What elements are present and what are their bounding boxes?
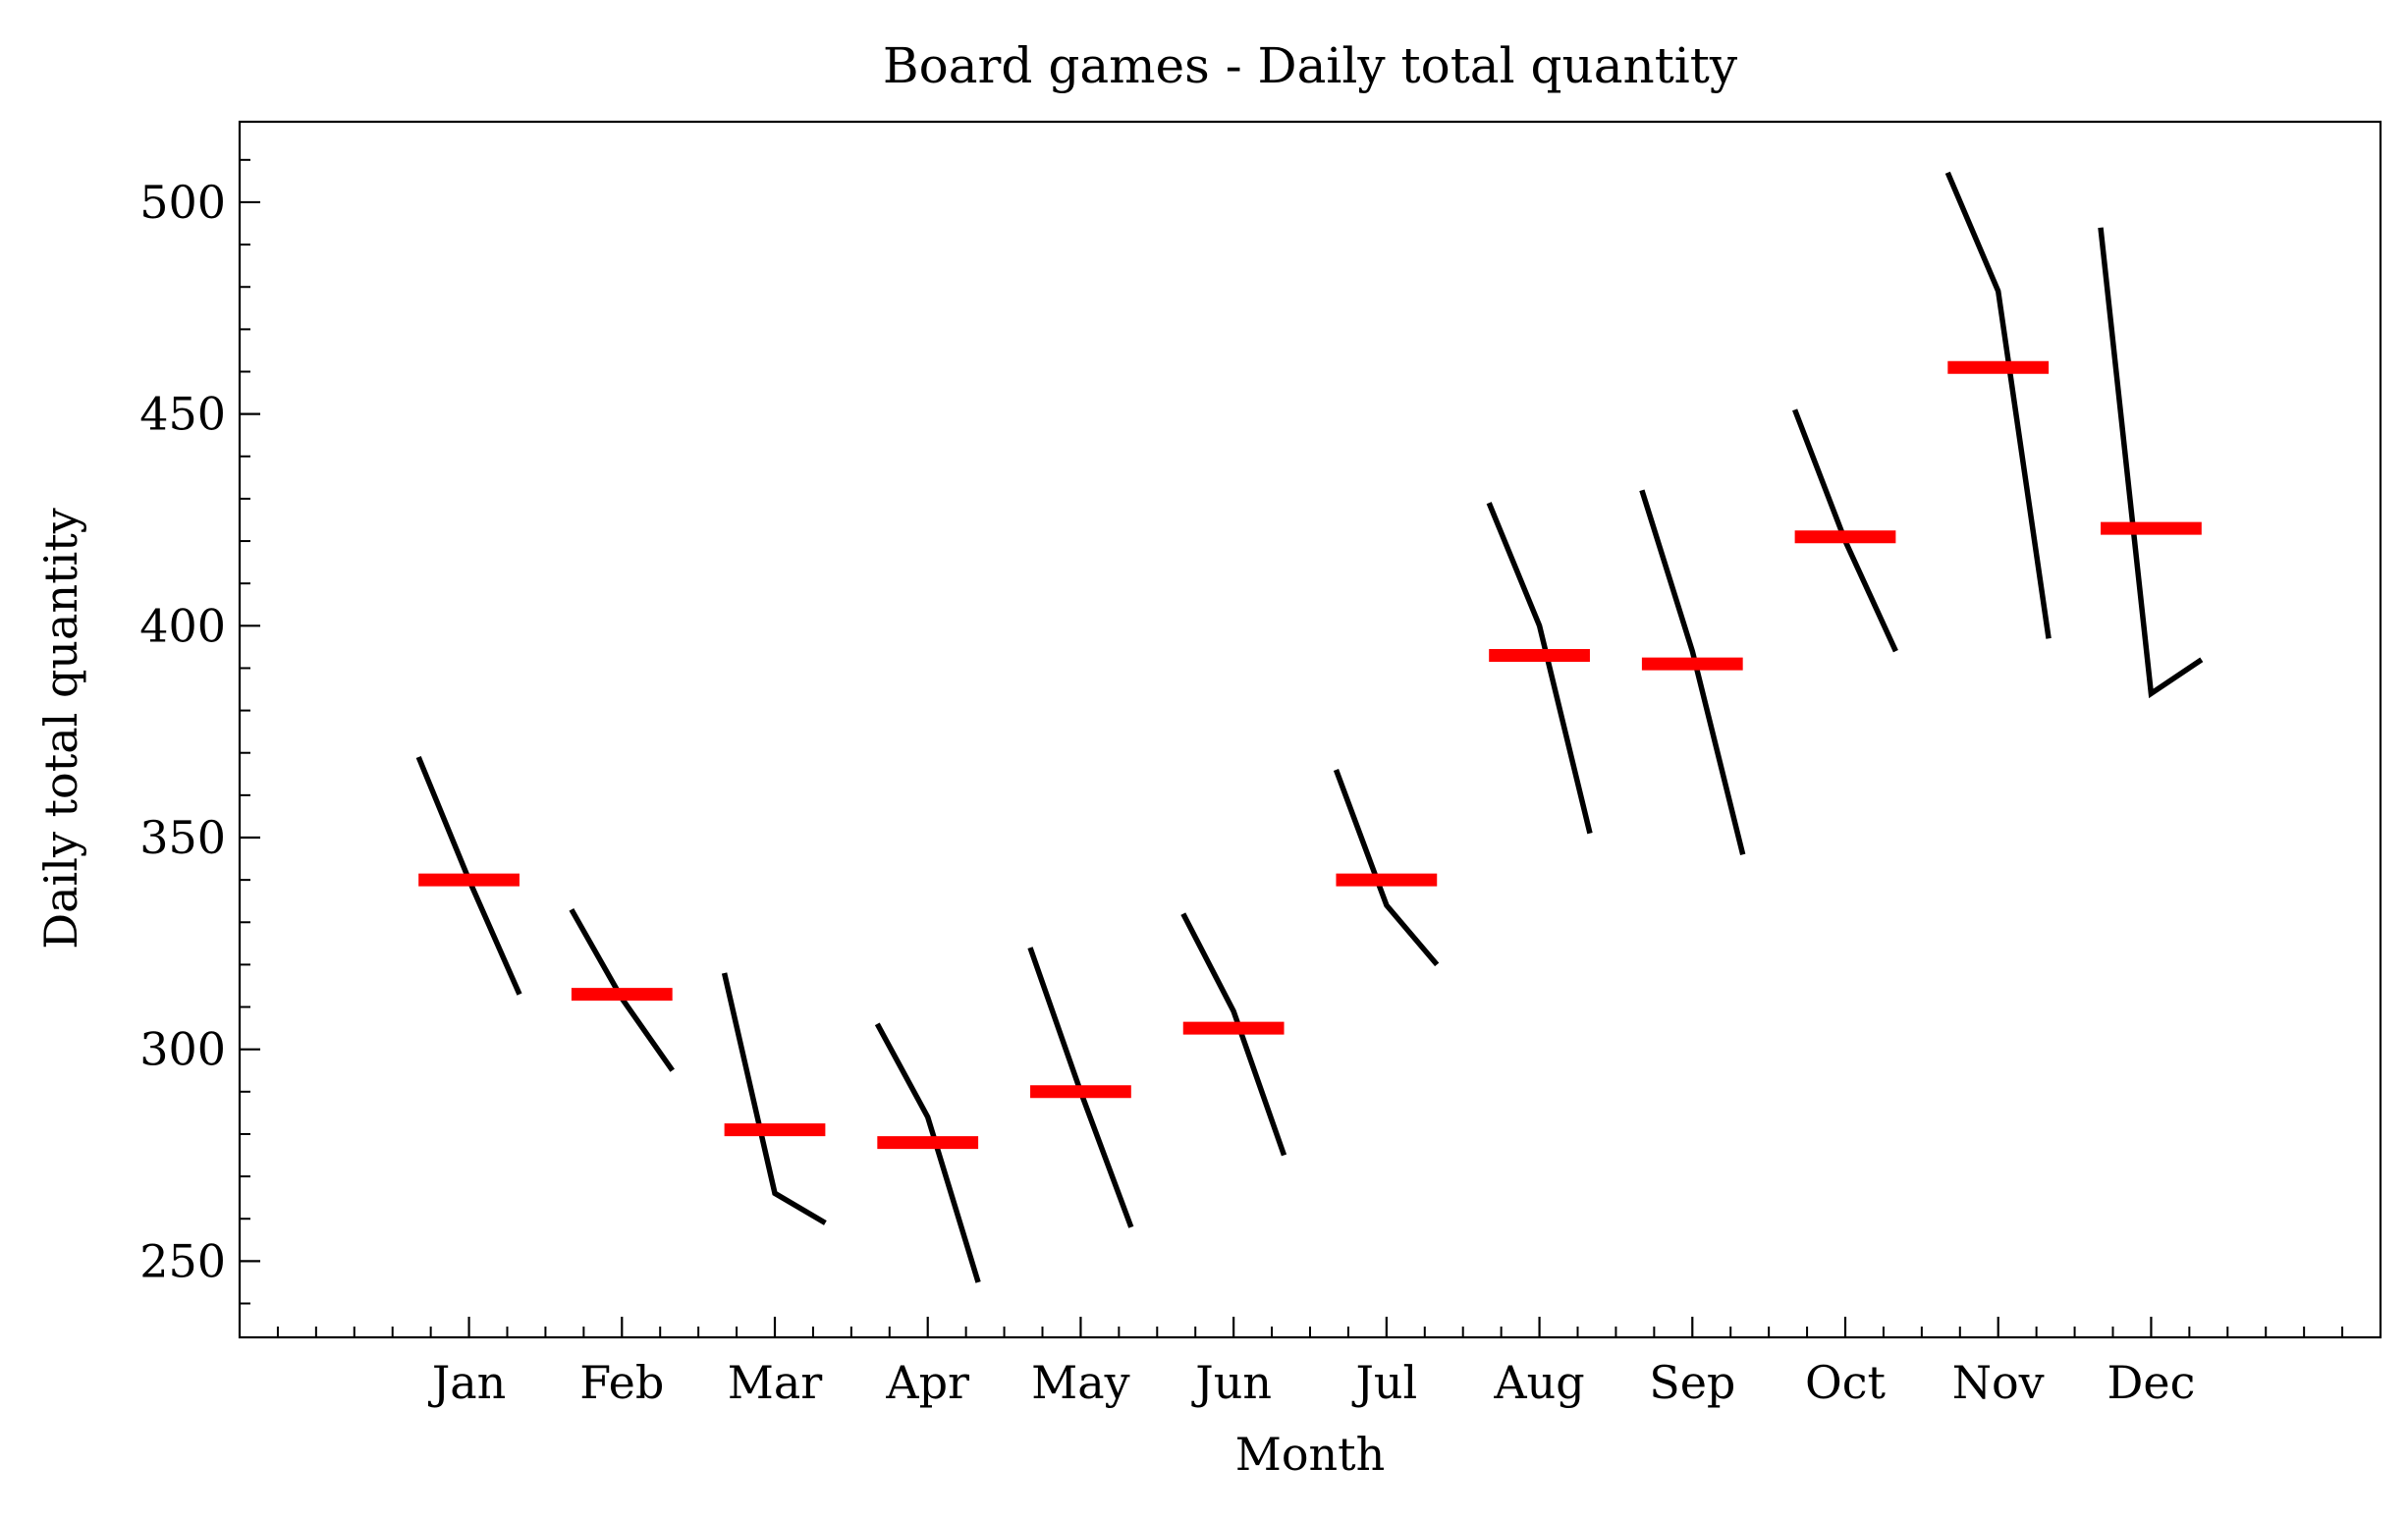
- x-tick-label: Jan: [428, 1356, 507, 1409]
- plot-frame: [238, 120, 2382, 1339]
- series-line-apr: [874, 1022, 981, 1283]
- x-tick-label: Sep: [1649, 1356, 1735, 1409]
- series-line-dec: [2098, 227, 2204, 699]
- series-line-mar: [721, 972, 827, 1225]
- plot-marks: [415, 171, 2204, 1283]
- x-tick-label: Apr: [885, 1356, 969, 1409]
- y-tick-label: 250: [139, 1234, 226, 1287]
- x-tick-label: Mar: [728, 1356, 823, 1409]
- x-tick-label: Feb: [579, 1356, 664, 1409]
- x-tick-label: Jun: [1191, 1356, 1272, 1409]
- x-tick-label: Oct: [1805, 1356, 1886, 1409]
- x-tick-label: Aug: [1493, 1356, 1584, 1409]
- axis-ticks: 250 300 350 400 450 500 Jan Feb Mar Apr May Jun Jul A…: [139, 158, 2381, 1409]
- y-axis-label: Daily total quantity: [34, 508, 87, 949]
- x-tick-label: Dec: [2107, 1356, 2195, 1409]
- y-tick-label: 350: [139, 811, 226, 864]
- chart-title: Board games - Daily total quantity: [883, 37, 1738, 94]
- series-line-jun: [1180, 912, 1287, 1157]
- series-line-jul: [1333, 769, 1440, 967]
- series-line-sep: [1639, 489, 1746, 855]
- x-axis-label: Month: [1235, 1428, 1386, 1481]
- x-tick-label: Jul: [1351, 1356, 1417, 1409]
- y-tick-label: 300: [139, 1023, 226, 1076]
- series-line-nov: [1944, 171, 2052, 639]
- y-tick-label: 450: [139, 388, 226, 441]
- x-tick-label: May: [1031, 1356, 1130, 1409]
- y-tick-label: 400: [139, 599, 226, 652]
- series-line-aug: [1486, 502, 1593, 835]
- x-tick-label: Nov: [1952, 1356, 2045, 1409]
- y-tick-label: 500: [139, 176, 226, 229]
